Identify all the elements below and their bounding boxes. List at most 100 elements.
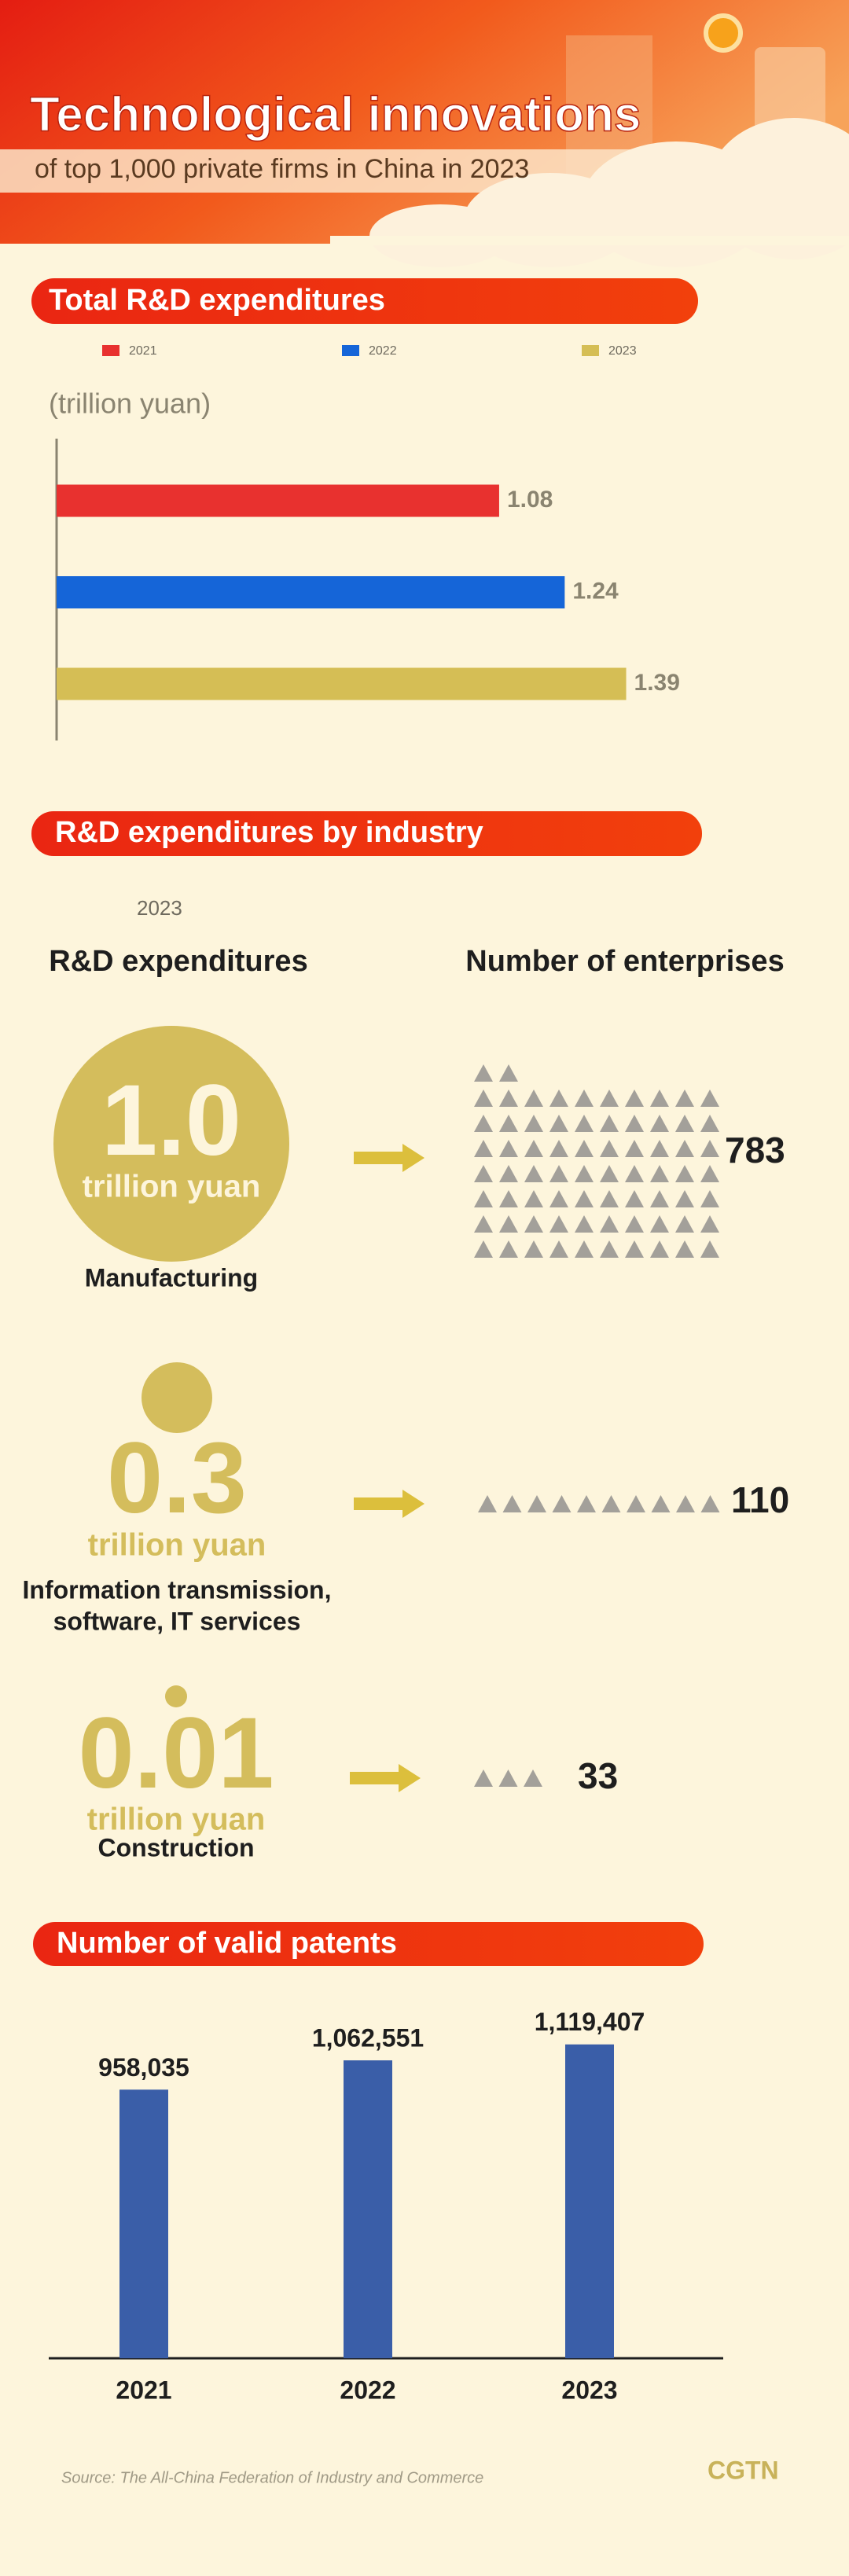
enterprise-icon	[474, 1190, 493, 1207]
enterprise-count: 33	[578, 1755, 618, 1796]
enterprise-icon	[549, 1190, 568, 1207]
expenditure-circle	[165, 1685, 187, 1707]
enterprise-icon	[499, 1165, 518, 1182]
enterprise-icon	[650, 1090, 669, 1107]
section-banner	[31, 278, 698, 324]
enterprise-icon	[499, 1215, 518, 1233]
expenditure-value: 1.0	[101, 1064, 241, 1177]
enterprise-icon	[524, 1190, 543, 1207]
enterprise-icon	[474, 1064, 493, 1082]
value-label: 1,062,551	[312, 2023, 424, 2052]
industry-name: Manufacturing	[85, 1263, 258, 1292]
enterprise-icon	[625, 1090, 644, 1107]
enterprise-icon	[575, 1140, 594, 1157]
cloud	[708, 118, 849, 259]
expenditure-value: 0.01	[78, 1697, 274, 1810]
enterprise-icon	[676, 1495, 695, 1512]
enterprise-icon	[527, 1495, 546, 1512]
enterprise-icon	[549, 1215, 568, 1233]
header: Technological innovations of top 1,000 p…	[0, 0, 849, 267]
enterprise-icon	[650, 1240, 669, 1258]
legend-swatch	[102, 345, 119, 356]
enterprise-icon	[625, 1115, 644, 1132]
enterprise-icon	[474, 1165, 493, 1182]
arrow	[354, 1144, 424, 1172]
section-banner	[33, 1922, 704, 1966]
expenditure-circle	[142, 1362, 212, 1433]
enterprise-icon	[700, 1165, 719, 1182]
enterprise-icon	[549, 1115, 568, 1132]
enterprise-icon	[474, 1240, 493, 1258]
enterprise-icon	[600, 1090, 619, 1107]
year-label: 2023	[137, 896, 182, 920]
bar	[119, 2089, 168, 2358]
industry-name: Construction	[97, 1833, 254, 1861]
industry-name: Information transmission,	[23, 1575, 332, 1604]
enterprise-icon	[502, 1495, 522, 1512]
bar	[57, 667, 627, 700]
enterprise-icon	[575, 1215, 594, 1233]
enterprise-icon	[625, 1140, 644, 1157]
enterprise-icon	[675, 1140, 694, 1157]
enterprise-icon	[524, 1140, 543, 1157]
enterprise-icon	[474, 1090, 493, 1107]
section-title: R&D expenditures by industry	[55, 816, 483, 849]
enterprise-icon	[600, 1215, 619, 1233]
legend-label: 2021	[129, 344, 157, 358]
value-label: 1.08	[507, 487, 553, 513]
enterprise-icon	[700, 1190, 719, 1207]
enterprise-icon	[552, 1495, 572, 1512]
value-label: 1.39	[634, 670, 680, 696]
enterprise-icon	[700, 1115, 719, 1132]
enterprise-icon	[625, 1215, 644, 1233]
value-label: 958,035	[98, 2053, 189, 2082]
enterprise-icon	[499, 1240, 518, 1258]
column-header: R&D expenditures	[49, 945, 307, 978]
enterprise-icons	[474, 1064, 719, 1258]
enterprise-icon	[700, 1240, 719, 1258]
enterprise-icon	[625, 1190, 644, 1207]
enterprise-icon	[499, 1090, 518, 1107]
enterprise-icon	[577, 1495, 596, 1512]
value-label: 1.24	[572, 578, 619, 604]
industry-name: software, IT services	[53, 1607, 301, 1635]
enterprise-icon	[524, 1769, 542, 1787]
bar	[57, 576, 565, 608]
enterprise-icon	[575, 1240, 594, 1258]
enterprise-icon	[700, 1140, 719, 1157]
enterprise-icon	[675, 1215, 694, 1233]
enterprise-count: 783	[725, 1130, 785, 1170]
enterprise-icon	[650, 1190, 669, 1207]
section-title: Number of valid patents	[57, 1927, 397, 1960]
bar	[565, 2044, 614, 2358]
arrow	[350, 1764, 421, 1792]
section-title: Total R&D expenditures	[49, 284, 385, 317]
enterprise-icon	[549, 1240, 568, 1258]
enterprise-icon	[474, 1215, 493, 1233]
decor	[704, 13, 743, 53]
enterprise-icon	[498, 1769, 518, 1787]
enterprise-icon	[524, 1215, 543, 1233]
enterprise-icon	[524, 1165, 543, 1182]
enterprise-icon	[675, 1090, 694, 1107]
column-header: Number of enterprises	[465, 945, 784, 978]
section-banner	[31, 811, 702, 856]
x-tick-label: 2021	[116, 2376, 171, 2404]
enterprise-icon	[524, 1240, 543, 1258]
enterprise-icon	[675, 1115, 694, 1132]
enterprise-icon	[600, 1165, 619, 1182]
enterprise-icon	[575, 1190, 594, 1207]
enterprise-icon	[601, 1495, 621, 1512]
enterprise-icon	[625, 1165, 644, 1182]
bar	[57, 484, 499, 517]
enterprise-icon	[499, 1140, 518, 1157]
enterprise-icon	[700, 1090, 719, 1107]
enterprise-icon	[675, 1240, 694, 1258]
enterprise-icon	[478, 1495, 497, 1512]
enterprise-icon	[499, 1115, 518, 1132]
enterprise-icon	[700, 1495, 720, 1512]
legend-label: 2023	[608, 344, 637, 358]
enterprise-icon	[651, 1495, 671, 1512]
legend-label: 2022	[369, 344, 397, 358]
